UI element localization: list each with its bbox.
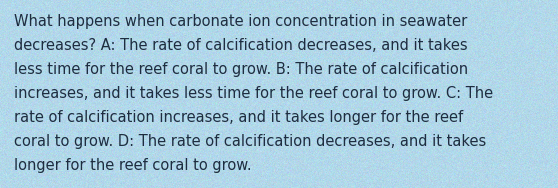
Text: decreases? A: The rate of calcification decreases, and it takes: decreases? A: The rate of calcification … xyxy=(14,38,468,53)
Text: rate of calcification increases, and it takes longer for the reef: rate of calcification increases, and it … xyxy=(14,110,463,125)
Text: What happens when carbonate ion concentration in seawater: What happens when carbonate ion concentr… xyxy=(14,14,467,29)
Text: less time for the reef coral to grow. B: The rate of calcification: less time for the reef coral to grow. B:… xyxy=(14,62,468,77)
Text: coral to grow. D: The rate of calcification decreases, and it takes: coral to grow. D: The rate of calcificat… xyxy=(14,134,486,149)
Text: longer for the reef coral to grow.: longer for the reef coral to grow. xyxy=(14,158,252,173)
Text: increases, and it takes less time for the reef coral to grow. C: The: increases, and it takes less time for th… xyxy=(14,86,493,101)
